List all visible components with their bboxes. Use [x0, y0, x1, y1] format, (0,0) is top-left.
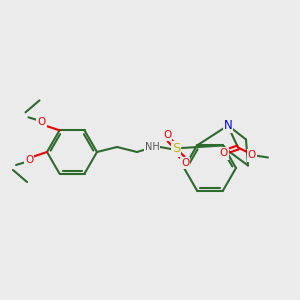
Text: O: O: [163, 130, 171, 140]
Text: O: O: [248, 151, 256, 160]
Text: O: O: [220, 148, 228, 158]
Text: NH: NH: [145, 142, 159, 152]
Text: O: O: [38, 117, 46, 127]
Text: S: S: [172, 142, 180, 155]
Text: N: N: [224, 119, 232, 132]
Text: O: O: [181, 158, 189, 168]
Text: O: O: [25, 155, 33, 165]
